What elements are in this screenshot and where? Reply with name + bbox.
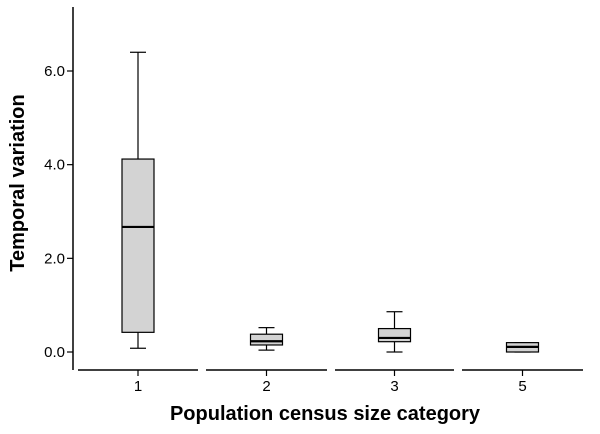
x-axis-title: Population census size category — [170, 403, 481, 425]
y-tick-label: 4.0 — [44, 157, 65, 174]
y-axis: 0.0 2.0 4.0 6.0 — [44, 7, 74, 370]
x-axis: 1 2 3 5 — [78, 369, 583, 395]
box-series — [121, 51, 540, 353]
box-1 — [121, 51, 155, 349]
box-2 — [249, 327, 284, 351]
y-tick-label: 2.0 — [44, 250, 65, 267]
iqr-box — [377, 327, 412, 343]
x-tick-label: 3 — [390, 378, 398, 395]
x-tick-label: 2 — [262, 378, 270, 395]
box-3 — [377, 311, 412, 353]
y-tick-label: 6.0 — [44, 63, 65, 80]
box-5 — [505, 342, 540, 353]
x-tick-label: 1 — [134, 378, 142, 395]
iqr-box — [249, 333, 284, 346]
y-axis-title: Temporal variation — [7, 94, 29, 271]
y-tick-label: 0.0 — [44, 344, 65, 361]
iqr-box — [121, 158, 155, 333]
x-tick-label: 5 — [518, 378, 526, 395]
